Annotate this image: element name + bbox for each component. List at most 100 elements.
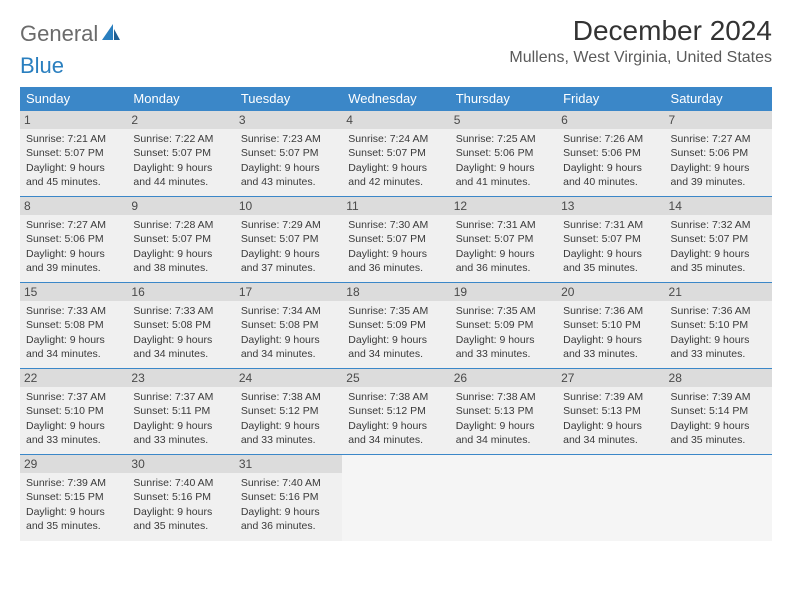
- daylight-text: Daylight: 9 hours: [348, 161, 443, 175]
- daylight-text: and 45 minutes.: [26, 175, 121, 189]
- day-cell: 28Sunrise: 7:39 AMSunset: 5:14 PMDayligh…: [665, 369, 772, 455]
- sunrise-text: Sunrise: 7:24 AM: [348, 132, 443, 146]
- day-cell: 29Sunrise: 7:39 AMSunset: 5:15 PMDayligh…: [20, 455, 127, 541]
- sunset-text: Sunset: 5:13 PM: [456, 404, 551, 418]
- sunset-text: Sunset: 5:08 PM: [241, 318, 336, 332]
- daylight-text: and 34 minutes.: [133, 347, 228, 361]
- sunset-text: Sunset: 5:12 PM: [348, 404, 443, 418]
- daylight-text: and 36 minutes.: [241, 519, 336, 533]
- day-cell: 24Sunrise: 7:38 AMSunset: 5:12 PMDayligh…: [235, 369, 342, 455]
- day-cell: [665, 455, 772, 541]
- daylight-text: Daylight: 9 hours: [671, 333, 766, 347]
- sunset-text: Sunset: 5:07 PM: [456, 232, 551, 246]
- daylight-text: and 39 minutes.: [671, 175, 766, 189]
- col-monday: Monday: [127, 87, 234, 111]
- day-cell: 3Sunrise: 7:23 AMSunset: 5:07 PMDaylight…: [235, 111, 342, 197]
- day-cell: 31Sunrise: 7:40 AMSunset: 5:16 PMDayligh…: [235, 455, 342, 541]
- daylight-text: Daylight: 9 hours: [26, 333, 121, 347]
- day-cell: 7Sunrise: 7:27 AMSunset: 5:06 PMDaylight…: [665, 111, 772, 197]
- col-tuesday: Tuesday: [235, 87, 342, 111]
- day-cell: 9Sunrise: 7:28 AMSunset: 5:07 PMDaylight…: [127, 197, 234, 283]
- sunset-text: Sunset: 5:16 PM: [133, 490, 228, 504]
- day-number: 19: [450, 283, 557, 301]
- daylight-text: and 33 minutes.: [671, 347, 766, 361]
- daylight-text: Daylight: 9 hours: [133, 161, 228, 175]
- day-cell: 12Sunrise: 7:31 AMSunset: 5:07 PMDayligh…: [450, 197, 557, 283]
- sunset-text: Sunset: 5:06 PM: [456, 146, 551, 160]
- day-number: 25: [342, 369, 449, 387]
- daylight-text: Daylight: 9 hours: [241, 161, 336, 175]
- day-number: 8: [20, 197, 127, 215]
- day-number: 22: [20, 369, 127, 387]
- daylight-text: and 39 minutes.: [26, 261, 121, 275]
- day-cell: 8Sunrise: 7:27 AMSunset: 5:06 PMDaylight…: [20, 197, 127, 283]
- week-row: 1Sunrise: 7:21 AMSunset: 5:07 PMDaylight…: [20, 111, 772, 197]
- sunset-text: Sunset: 5:10 PM: [26, 404, 121, 418]
- sunrise-text: Sunrise: 7:21 AM: [26, 132, 121, 146]
- sunset-text: Sunset: 5:07 PM: [133, 146, 228, 160]
- day-cell: 11Sunrise: 7:30 AMSunset: 5:07 PMDayligh…: [342, 197, 449, 283]
- logo-text-1: General: [20, 21, 98, 47]
- day-cell: [450, 455, 557, 541]
- daylight-text: Daylight: 9 hours: [563, 247, 658, 261]
- daylight-text: and 34 minutes.: [456, 433, 551, 447]
- daylight-text: Daylight: 9 hours: [671, 419, 766, 433]
- day-cell: 10Sunrise: 7:29 AMSunset: 5:07 PMDayligh…: [235, 197, 342, 283]
- sunrise-text: Sunrise: 7:37 AM: [26, 390, 121, 404]
- day-number: 15: [20, 283, 127, 301]
- sunrise-text: Sunrise: 7:34 AM: [241, 304, 336, 318]
- day-number: 27: [557, 369, 664, 387]
- day-cell: 6Sunrise: 7:26 AMSunset: 5:06 PMDaylight…: [557, 111, 664, 197]
- day-cell: 22Sunrise: 7:37 AMSunset: 5:10 PMDayligh…: [20, 369, 127, 455]
- day-cell: 16Sunrise: 7:33 AMSunset: 5:08 PMDayligh…: [127, 283, 234, 369]
- sunset-text: Sunset: 5:10 PM: [671, 318, 766, 332]
- col-thursday: Thursday: [450, 87, 557, 111]
- daylight-text: and 34 minutes.: [563, 433, 658, 447]
- day-cell: 20Sunrise: 7:36 AMSunset: 5:10 PMDayligh…: [557, 283, 664, 369]
- daylight-text: and 36 minutes.: [456, 261, 551, 275]
- daylight-text: and 35 minutes.: [563, 261, 658, 275]
- daylight-text: and 34 minutes.: [241, 347, 336, 361]
- week-row: 15Sunrise: 7:33 AMSunset: 5:08 PMDayligh…: [20, 283, 772, 369]
- sunrise-text: Sunrise: 7:33 AM: [26, 304, 121, 318]
- sunrise-text: Sunrise: 7:33 AM: [133, 304, 228, 318]
- daylight-text: Daylight: 9 hours: [348, 333, 443, 347]
- day-cell: 4 Sunrise: 7:24 AMSunset: 5:07 PMDaylight…: [342, 111, 449, 197]
- daylight-text: and 42 minutes.: [348, 175, 443, 189]
- sunset-text: Sunset: 5:08 PM: [26, 318, 121, 332]
- sunrise-text: Sunrise: 7:35 AM: [348, 304, 443, 318]
- day-number: 4: [342, 111, 449, 129]
- daylight-text: Daylight: 9 hours: [26, 505, 121, 519]
- daylight-text: and 41 minutes.: [456, 175, 551, 189]
- week-row: 22 Sunrise: 7:37 AMSunset: 5:10 PM Dayligh…: [20, 369, 772, 455]
- sunset-text: Sunset: 5:09 PM: [456, 318, 551, 332]
- daylight-text: and 33 minutes.: [241, 433, 336, 447]
- sunset-text: Sunset: 5:13 PM: [563, 404, 658, 418]
- daylight-text: and 43 minutes.: [241, 175, 336, 189]
- sunrise-text: Sunrise: 7:22 AM: [133, 132, 228, 146]
- day-cell: 15 Sunrise: 7:33 AMSunset: 5:08 PMDayligh…: [20, 283, 127, 369]
- sunrise-text: Sunrise: 7:39 AM: [671, 390, 766, 404]
- col-sunday: Sunday: [20, 87, 127, 111]
- sunrise-text: Sunrise: 7:39 AM: [563, 390, 658, 404]
- day-cell: 5Sunrise: 7:25 AMSunset: 5:06 PMDaylight…: [450, 111, 557, 197]
- sunset-text: Sunset: 5:07 PM: [348, 146, 443, 160]
- daylight-text: Daylight: 9 hours: [348, 247, 443, 261]
- day-number: 29: [20, 455, 127, 473]
- daylight-text: Daylight: 9 hours: [241, 333, 336, 347]
- daylight-text: and 33 minutes.: [26, 433, 121, 447]
- day-number: 26: [450, 369, 557, 387]
- day-number: 23: [127, 369, 234, 387]
- day-number: 7: [665, 111, 772, 129]
- daylight-text: and 34 minutes.: [26, 347, 121, 361]
- daylight-text: and 33 minutes.: [563, 347, 658, 361]
- sunrise-text: Sunrise: 7:31 AM: [563, 218, 658, 232]
- day-cell: 25Sunrise: 7:38 AMSunset: 5:12 PMDayligh…: [342, 369, 449, 455]
- title-block: December 2024 Mullens, West Virginia, Un…: [509, 15, 772, 67]
- daylight-text: Daylight: 9 hours: [241, 505, 336, 519]
- daylight-text: Daylight: 9 hours: [348, 419, 443, 433]
- sunset-text: Sunset: 5:15 PM: [26, 490, 121, 504]
- daylight-text: and 34 minutes.: [348, 433, 443, 447]
- sunrise-text: Sunrise: 7:40 AM: [133, 476, 228, 490]
- page-title: December 2024: [509, 15, 772, 47]
